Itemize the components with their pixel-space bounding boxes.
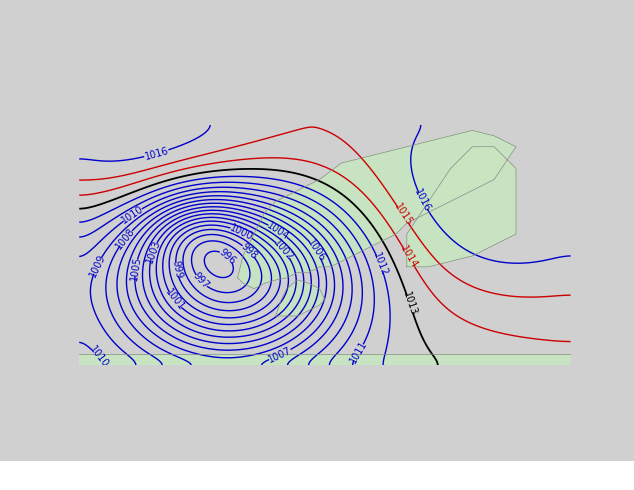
Text: 1016: 1016	[413, 188, 433, 214]
Text: 1014: 1014	[398, 245, 420, 270]
Text: 1003: 1003	[145, 238, 162, 264]
Text: 1007: 1007	[267, 345, 294, 365]
Text: 998: 998	[238, 241, 259, 261]
Text: 1004: 1004	[265, 220, 291, 242]
Text: 1006: 1006	[305, 237, 327, 263]
Text: 1013: 1013	[401, 291, 418, 317]
Text: 1002: 1002	[271, 238, 295, 263]
Text: 1012: 1012	[371, 250, 389, 277]
Text: 997: 997	[191, 271, 211, 291]
Text: 1010: 1010	[119, 204, 145, 226]
Text: 1000: 1000	[228, 223, 255, 243]
Text: 1008: 1008	[114, 225, 138, 251]
Text: Surface pressure [hPa] ECMWF: Surface pressure [hPa] ECMWF	[6, 473, 195, 483]
Polygon shape	[407, 147, 516, 267]
Polygon shape	[238, 130, 516, 289]
Text: 1005: 1005	[129, 255, 143, 281]
Polygon shape	[276, 280, 325, 316]
Text: Sa 08-06-2024 15:00 UTC (18+45): Sa 08-06-2024 15:00 UTC (18+45)	[418, 466, 628, 476]
Polygon shape	[79, 354, 571, 365]
Text: 1001: 1001	[163, 287, 186, 313]
Text: 1015: 1015	[392, 202, 414, 228]
Text: 996: 996	[217, 246, 237, 266]
Text: 1010: 1010	[87, 344, 110, 370]
Text: ©weatheronline.co.uk: ©weatheronline.co.uk	[510, 480, 628, 490]
Text: 1016: 1016	[143, 146, 170, 162]
Text: 999: 999	[170, 260, 183, 279]
Text: 1009: 1009	[87, 252, 107, 279]
Text: 1011: 1011	[348, 339, 369, 366]
